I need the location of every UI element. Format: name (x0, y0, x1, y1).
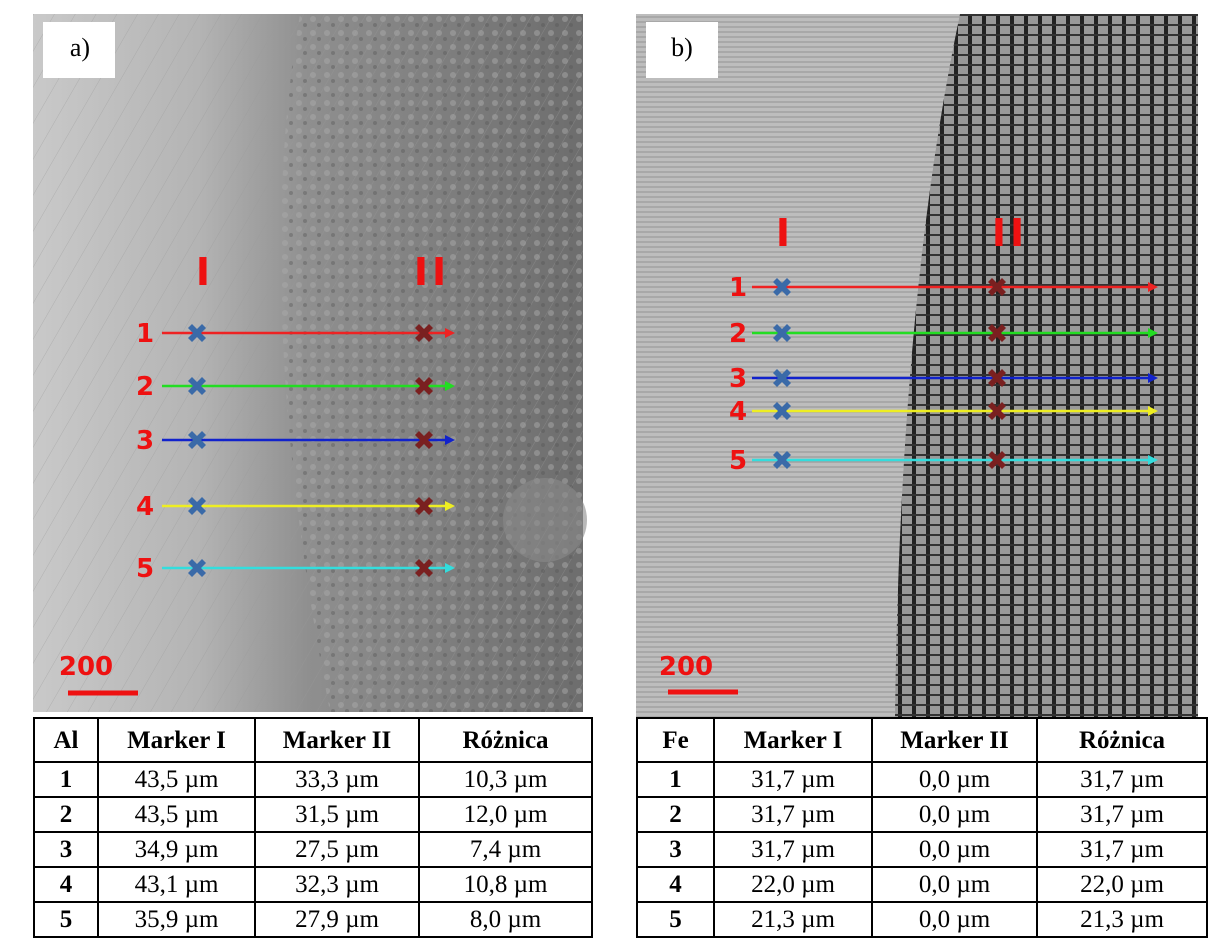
table-cell: 33,3 µm (255, 762, 419, 797)
table-cell: 2 (637, 797, 714, 832)
marker-label: I (776, 211, 790, 255)
table-cell: 34,9 µm (98, 832, 255, 867)
table-cell: 43,1 µm (98, 867, 255, 902)
marker-label: II (992, 211, 1028, 255)
line-number: 4 (136, 492, 154, 522)
table-cell: 22,0 µm (714, 867, 872, 902)
table-cell: 2 (34, 797, 98, 832)
table-cell: 0,0 µm (872, 762, 1037, 797)
marker-label: II (414, 250, 450, 294)
micrograph-a (33, 14, 587, 712)
table-row: 143,5 µm33,3 µm10,3 µm (34, 762, 592, 797)
line-number: 2 (136, 372, 154, 402)
table-cell: Marker II (872, 718, 1037, 762)
table-cell: 0,0 µm (872, 867, 1037, 902)
table-cell: 31,7 µm (714, 797, 872, 832)
panel-label: a) (70, 33, 90, 62)
table-cell: 31,7 µm (714, 762, 872, 797)
table-cell: 27,9 µm (255, 902, 419, 937)
table-cell: Różnica (419, 718, 592, 762)
table-cell: 31,7 µm (1037, 797, 1207, 832)
table-cell: 43,5 µm (98, 762, 255, 797)
line-number: 5 (136, 554, 154, 584)
table-cell: 22,0 µm (1037, 867, 1207, 902)
line-number: 1 (136, 319, 154, 349)
table-cell: 3 (34, 832, 98, 867)
table-cell: 7,4 µm (419, 832, 592, 867)
line-number: 4 (729, 397, 747, 427)
table-cell: 27,5 µm (255, 832, 419, 867)
table-cell: 4 (34, 867, 98, 902)
table-cell: 35,9 µm (98, 902, 255, 937)
table-cell: 31,5 µm (255, 797, 419, 832)
table-cell: 31,7 µm (714, 832, 872, 867)
table-cell: 21,3 µm (714, 902, 872, 937)
table-cell: 12,0 µm (419, 797, 592, 832)
table-cell: 3 (637, 832, 714, 867)
table-cell: 31,7 µm (1037, 762, 1207, 797)
table-row: 131,7 µm0,0 µm31,7 µm (637, 762, 1207, 797)
table-cell: 0,0 µm (872, 797, 1037, 832)
line-number: 3 (136, 426, 154, 456)
panel-label: b) (671, 33, 693, 62)
table-cell: 0,0 µm (872, 832, 1037, 867)
table-cell: Fe (637, 718, 714, 762)
line-number: 3 (729, 364, 747, 394)
table-cell: Marker I (98, 718, 255, 762)
table-cell: 43,5 µm (98, 797, 255, 832)
table-cell: Marker II (255, 718, 419, 762)
table-cell: 8,0 µm (419, 902, 592, 937)
table-cell: 21,3 µm (1037, 902, 1207, 937)
table-cell: Al (34, 718, 98, 762)
table-cell: Marker I (714, 718, 872, 762)
table-cell: 5 (637, 902, 714, 937)
table-cell: 5 (34, 902, 98, 937)
table-cell: 10,8 µm (419, 867, 592, 902)
table-cell: 1 (34, 762, 98, 797)
table-cell: Różnica (1037, 718, 1207, 762)
figure: a)12345III200b)12345III200 AlMarker IMar… (0, 0, 1208, 947)
line-number: 5 (729, 446, 747, 476)
scale-label: 200 (659, 652, 713, 682)
line-number: 1 (729, 273, 747, 303)
table-cell: 1 (637, 762, 714, 797)
table-cell: 32,3 µm (255, 867, 419, 902)
scale-label: 200 (59, 652, 113, 682)
table-cell: 0,0 µm (872, 902, 1037, 937)
micrograph-b (636, 14, 1198, 717)
table-cell: 4 (637, 867, 714, 902)
table-cell: 10,3 µm (419, 762, 592, 797)
line-number: 2 (729, 319, 747, 349)
table-cell: 31,7 µm (1037, 832, 1207, 867)
marker-label: I (196, 250, 210, 294)
